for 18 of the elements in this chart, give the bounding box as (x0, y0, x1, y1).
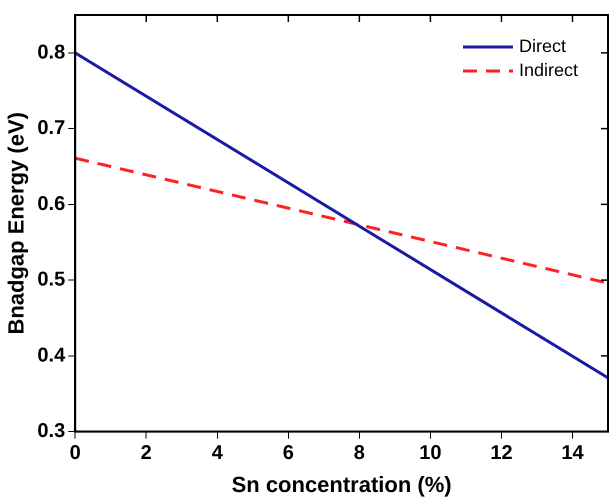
y-tick-label: 0.5 (37, 268, 66, 291)
y-tick-label: 0.6 (37, 192, 66, 215)
y-tick-label: 0.4 (37, 344, 66, 366)
x-axis-title: Sn concentration (%) (232, 472, 452, 497)
y-tick-label: 0.8 (37, 41, 66, 64)
x-tick-label: 4 (212, 442, 224, 464)
x-tick-label: 12 (490, 442, 513, 464)
x-tick-label: 6 (282, 442, 294, 464)
legend-label: Indirect (518, 60, 578, 80)
x-tick-label: 2 (140, 442, 152, 464)
y-tick-label: 0.7 (37, 117, 66, 140)
x-tick-label: 0 (70, 442, 81, 464)
legend-label: Direct (518, 36, 566, 56)
x-tick-label: 8 (354, 442, 365, 464)
x-tick-label: 14 (561, 442, 584, 464)
x-tick-label: 10 (419, 442, 442, 464)
y-axis-title: Bnadgap Energy (eV) (3, 112, 28, 335)
y-tick-label: 0.3 (37, 420, 66, 442)
